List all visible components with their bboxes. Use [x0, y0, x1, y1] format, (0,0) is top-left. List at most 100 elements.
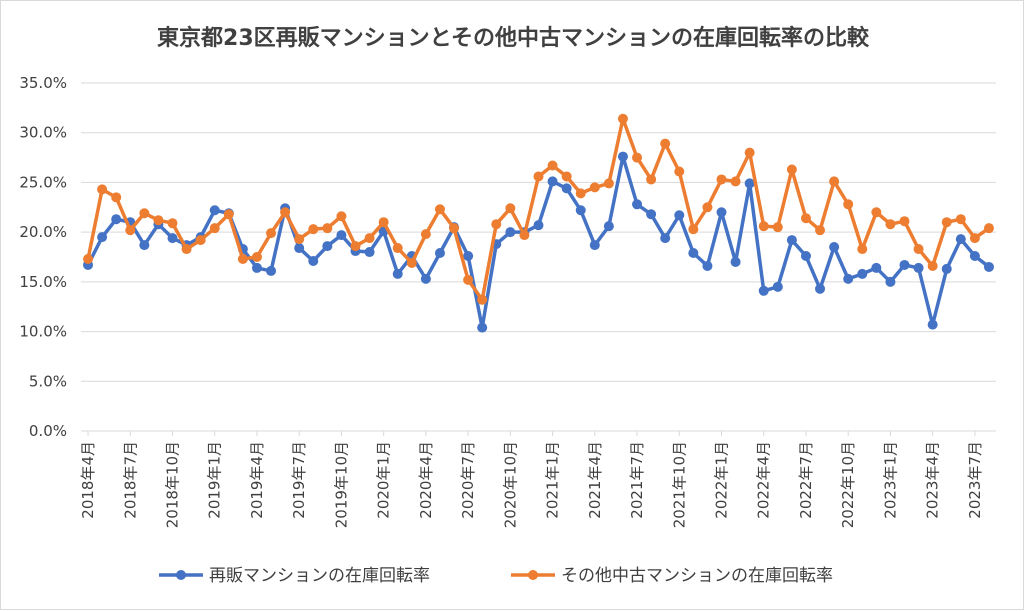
- y-tick-label: 0.0%: [29, 422, 67, 440]
- data-point: [829, 242, 840, 253]
- data-point: [617, 151, 628, 162]
- data-point: [772, 281, 783, 292]
- y-tick-label: 35.0%: [19, 74, 67, 92]
- data-point: [561, 171, 572, 182]
- series-line: [86, 117, 990, 302]
- x-tick-label: 2022年1月: [713, 441, 731, 519]
- x-tick-label: 2019年4月: [248, 441, 266, 519]
- data-point: [815, 283, 826, 294]
- data-point: [167, 233, 178, 244]
- data-point: [941, 263, 952, 274]
- data-point: [941, 217, 952, 228]
- data-point: [716, 207, 727, 218]
- data-point: [294, 243, 305, 254]
- legend: 再販マンションの在庫回転率 その他中古マンションの在庫回転率: [159, 566, 833, 586]
- data-point: [913, 262, 924, 273]
- data-point: [716, 174, 727, 185]
- y-tick-label: 5.0%: [29, 372, 67, 390]
- data-point: [927, 319, 938, 330]
- x-tick-label: 2021年1月: [544, 441, 562, 519]
- data-point: [603, 178, 614, 189]
- data-point: [561, 183, 572, 194]
- x-tick-label: 2019年7月: [290, 441, 308, 519]
- data-point: [913, 244, 924, 255]
- x-tick-label: 2020年7月: [459, 441, 477, 519]
- x-tick-label: 2022年7月: [797, 441, 815, 519]
- data-point: [378, 217, 389, 228]
- data-point: [350, 241, 361, 252]
- data-point: [364, 247, 375, 258]
- data-point: [758, 285, 769, 296]
- data-point: [280, 207, 291, 218]
- x-tick-label: 2018年4月: [79, 441, 97, 519]
- data-point: [209, 223, 220, 234]
- data-point: [406, 257, 417, 268]
- data-point: [237, 253, 248, 264]
- data-point: [744, 178, 755, 189]
- x-tick-label: 2018年7月: [121, 441, 139, 519]
- x-tick-label: 2020年10月: [501, 441, 519, 528]
- data-point: [251, 262, 262, 273]
- data-point: [843, 273, 854, 284]
- x-tick-label: 2023年4月: [924, 441, 942, 519]
- data-point: [533, 171, 544, 182]
- x-axis-ticks: 2018年4月 2018年7月 2018年10月 2019年1月 2019年4月 2019…: [79, 431, 984, 528]
- x-tick-label: 2021年4月: [586, 441, 604, 519]
- data-point: [153, 215, 164, 226]
- data-point: [181, 244, 192, 255]
- data-point: [491, 219, 502, 230]
- data-point: [336, 211, 347, 222]
- y-tick-label: 20.0%: [19, 223, 67, 241]
- data-point: [800, 251, 811, 262]
- data-point: [885, 276, 896, 287]
- data-point: [266, 265, 277, 276]
- y-tick-label: 30.0%: [19, 124, 67, 142]
- data-point: [519, 230, 530, 241]
- data-point: [434, 204, 445, 215]
- data-point: [589, 240, 600, 251]
- data-point: [829, 176, 840, 187]
- y-tick-label: 15.0%: [19, 273, 67, 291]
- series-lines: [83, 113, 994, 333]
- data-point: [758, 221, 769, 232]
- data-point: [83, 253, 94, 264]
- data-point: [969, 251, 980, 262]
- data-point: [111, 214, 122, 225]
- data-point: [871, 262, 882, 273]
- data-point: [632, 199, 643, 210]
- x-tick-label: 2021年7月: [628, 441, 646, 519]
- data-point: [646, 174, 657, 185]
- data-point: [646, 209, 657, 220]
- data-point: [97, 184, 108, 195]
- data-point: [420, 273, 431, 284]
- legend-label: 再販マンションの在庫回転率: [209, 566, 430, 586]
- data-point: [533, 220, 544, 231]
- data-point: [364, 233, 375, 244]
- data-point: [97, 232, 108, 243]
- data-point: [139, 208, 150, 219]
- data-point: [660, 233, 671, 244]
- data-point: [294, 234, 305, 245]
- data-point: [308, 224, 319, 235]
- data-point: [505, 203, 516, 214]
- data-point: [463, 251, 474, 262]
- data-point: [730, 176, 741, 187]
- data-point: [547, 160, 558, 171]
- data-point: [589, 182, 600, 193]
- data-point: [167, 218, 178, 229]
- chart-title: 東京都23区再販マンションとその他中古マンションの在庫回転率の比較: [157, 25, 870, 51]
- data-point: [674, 210, 685, 221]
- series-2: [83, 113, 994, 305]
- data-point: [449, 223, 460, 234]
- x-tick-label: 2022年10月: [839, 441, 857, 528]
- data-point: [983, 261, 994, 272]
- data-point: [209, 205, 220, 216]
- data-point: [899, 216, 910, 227]
- gridlines: [81, 82, 996, 432]
- data-point: [969, 233, 980, 244]
- data-point: [125, 225, 136, 236]
- data-point: [266, 228, 277, 239]
- data-point: [477, 294, 488, 305]
